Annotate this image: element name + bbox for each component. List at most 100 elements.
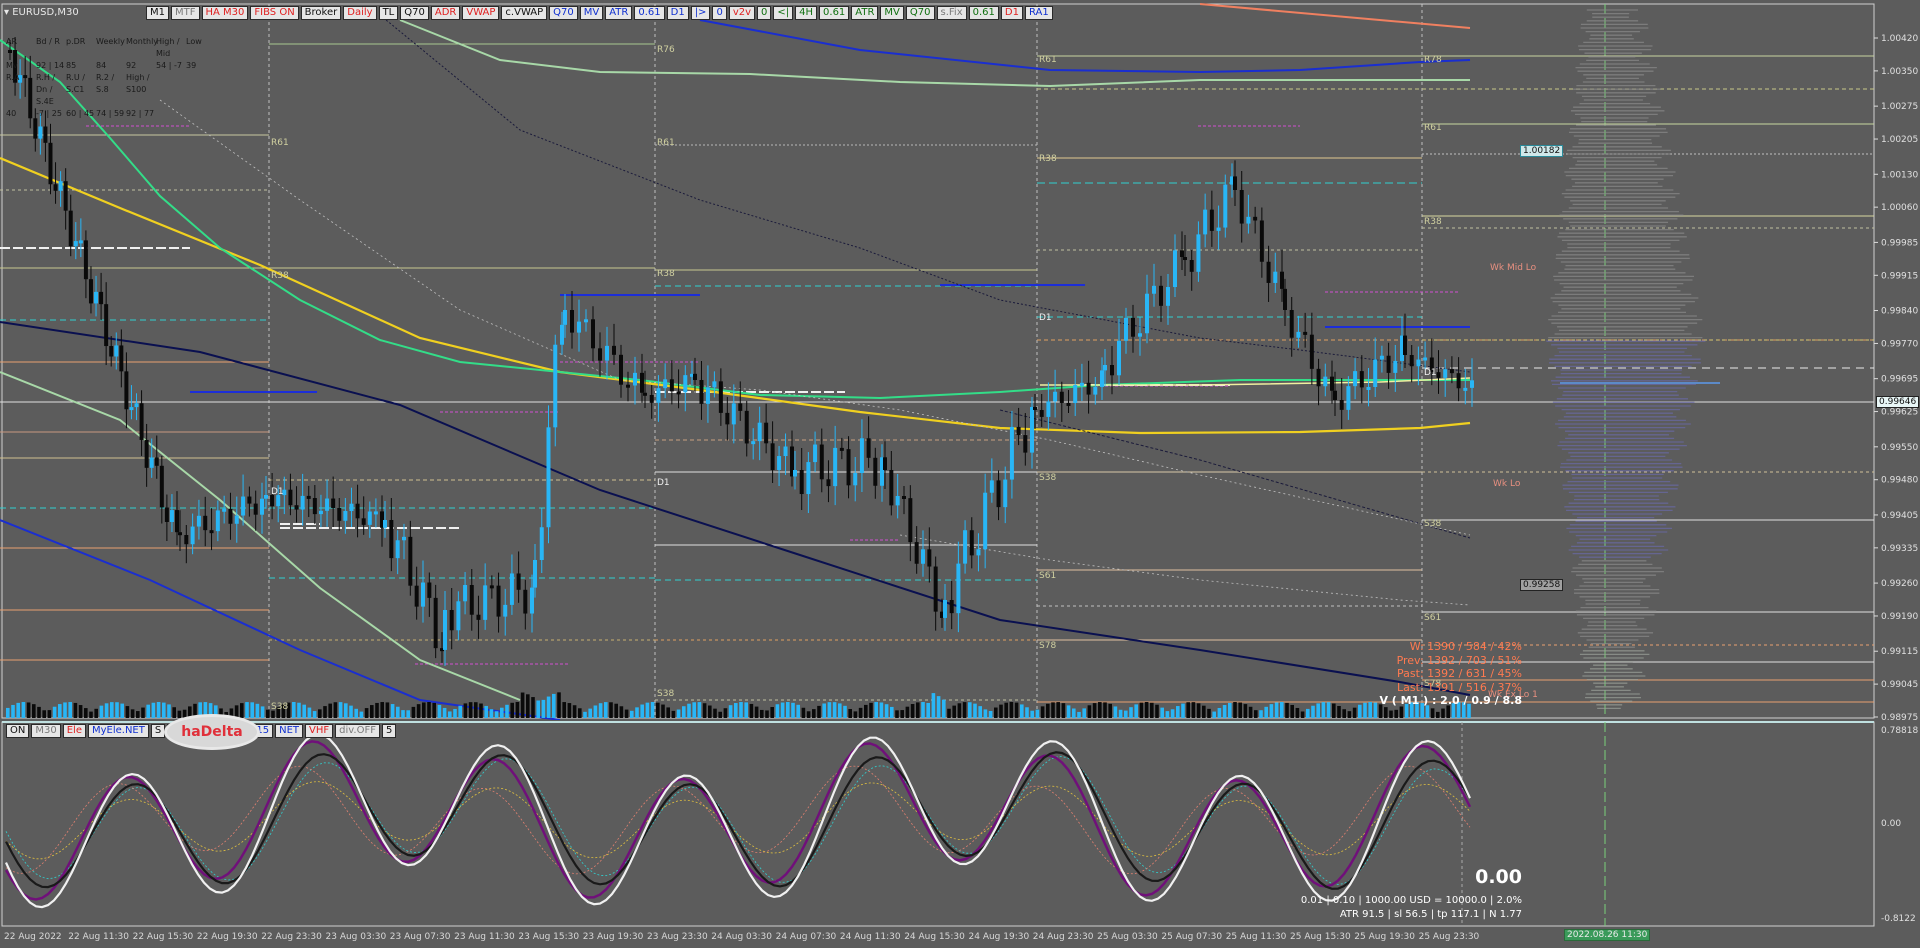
volume-bar (422, 702, 426, 718)
toolbar-top-button-27[interactable]: 0.61 (968, 6, 999, 20)
toolbar-top-button-0[interactable]: M1 (146, 6, 169, 20)
volume-bar (229, 708, 234, 718)
oscillator-chart[interactable]: 0.78818 0.00 -0.8122 (0, 720, 1920, 928)
toolbar-top-button-24[interactable]: MV (880, 6, 904, 20)
toolbar-bottom-button-11[interactable]: 5 (381, 724, 397, 738)
hadelta-badge[interactable]: haDelta (164, 714, 260, 750)
toolbar-top-button-17[interactable]: 0 (712, 6, 727, 20)
volume-bar (141, 707, 145, 718)
level-label-d1-c: D1 (1039, 313, 1052, 323)
bear-candle (996, 480, 1001, 508)
volume-bar (63, 702, 67, 718)
volume-bar (1410, 702, 1414, 718)
range-stats-row: 40 -7 | 25 60 | 45 74 | 59 92 | 77 (6, 108, 216, 120)
bull-candle (1443, 369, 1448, 378)
price-box-upper-value: 1.00182 (1523, 146, 1561, 156)
bear-candle (23, 75, 28, 79)
volume-bar (52, 706, 57, 718)
toolbar-bottom-button-2[interactable]: Ele (62, 724, 86, 738)
time-label: 24 Aug 11:30 (839, 932, 901, 942)
toolbar-top-button-25[interactable]: Q70 (905, 6, 935, 20)
toolbar-top-button-11[interactable]: Q70 (549, 6, 578, 20)
toolbar-top-button-7[interactable]: Q70 (400, 6, 429, 20)
bear-candle (744, 410, 749, 444)
toolbar-top-button-3[interactable]: FIBS ON (250, 6, 299, 20)
price-label: 0.98975 (1881, 713, 1918, 720)
volume-bar (177, 710, 182, 718)
bear-candle (643, 392, 647, 396)
bear-candle (228, 508, 233, 524)
bull-candle (129, 407, 134, 411)
toolbar-top-button-6[interactable]: TL (378, 6, 399, 20)
volume-bar (89, 711, 93, 718)
bear-candle (203, 515, 208, 531)
toolbar-top-button-15[interactable]: D1 (666, 6, 689, 20)
price-label: 0.99770 (1881, 339, 1918, 349)
toolbar-top-button-13[interactable]: ATR (605, 6, 633, 20)
toolbar-bottom-button-3[interactable]: MyEle.NET (87, 724, 149, 738)
volume-bar (182, 709, 187, 718)
bear-candle (1183, 257, 1187, 261)
volume-bar (1352, 707, 1357, 718)
toolbar-top-button-29[interactable]: RA1 (1024, 6, 1053, 20)
volume-bar (1238, 702, 1242, 718)
bull-candle (963, 530, 968, 564)
toolbar-top-button-26[interactable]: s.Fix (936, 6, 967, 20)
bear-candle (449, 610, 454, 631)
bear-candle (109, 346, 114, 357)
toolbar-top-button-19[interactable]: 0 (757, 6, 772, 20)
toolbar-top-button-2[interactable]: HA M30 (201, 6, 249, 20)
toolbar-top-button-9[interactable]: VWAP (462, 6, 500, 20)
time-label: 24 Aug 03:30 (711, 932, 772, 942)
level-label-s38-b: S38 (657, 689, 674, 699)
level-label-d1-b: D1 (657, 478, 670, 488)
dropdown-arrow-icon[interactable]: ▾ (4, 7, 10, 18)
toolbar-top-button-14[interactable]: 0.61 (634, 6, 665, 20)
volume-bar (687, 703, 691, 718)
bear-candle (414, 585, 419, 607)
volume-bar (588, 708, 592, 718)
range-stats-row: R.A R.H / Dn / S.4E R.U / S.C1 R.2 / S.8 Hig… (6, 72, 216, 108)
price-label: 1.00130 (1881, 170, 1918, 180)
toolbar-bottom-button-1[interactable]: M30 (31, 724, 61, 738)
toolbar-top-button-23[interactable]: ATR (851, 6, 879, 20)
toolbar-top-button-12[interactable]: MV (579, 6, 604, 20)
volume-bar (1358, 704, 1362, 718)
bull-candle (260, 498, 264, 515)
bear-candle (433, 597, 438, 649)
volume-bar (1207, 708, 1211, 718)
toolbar-bottom-button-9[interactable]: VHF (305, 724, 334, 738)
toolbar-top-button-18[interactable]: v2v (728, 6, 756, 20)
volume-bar (484, 705, 488, 718)
volume-bar (297, 702, 301, 718)
toolbar-top-button-10[interactable]: c.VWAP (501, 6, 548, 20)
toolbar-top-button-20[interactable]: <| (773, 6, 794, 20)
toolbar-top-button-5[interactable]: Daily (343, 6, 377, 20)
stats-last: Last: 1391 / 516 / 37% (1397, 680, 1522, 694)
sub-scale-label: 0.78818 (1881, 726, 1918, 736)
toolbar-top-button-21[interactable]: 4H (795, 6, 818, 20)
bull-candle (1273, 271, 1278, 283)
volume-bar (526, 694, 530, 718)
toolbar-bottom-button-10[interactable]: div.OFF (335, 724, 380, 738)
volume-bar (973, 703, 977, 718)
toolbar-bottom-button-0[interactable]: ON (6, 724, 30, 738)
volume-bar (546, 696, 551, 718)
blue-ma-line (0, 519, 561, 720)
toolbar-top-button-16[interactable]: |> (690, 6, 711, 20)
volume-bar (318, 709, 322, 718)
osc-purple-line (4, 740, 1472, 901)
toolbar-top-button-28[interactable]: D1 (1000, 6, 1023, 20)
price-chart[interactable]: R76 R61 R38 R61 R38 R61 R38 R78 R61 R38 D1 D1 D1 D1 S3… (0, 0, 1920, 720)
toolbar-top-button-8[interactable]: ADR (430, 6, 461, 20)
toolbar-top-button-22[interactable]: 0.61 (819, 6, 850, 20)
stats-volume: V ( M1 ) : 2.0 / 0.9 / 8.8 (1379, 694, 1522, 707)
toolbar-top-button-4[interactable]: Broker (300, 6, 342, 20)
time-label: 22 Aug 2022 (4, 932, 62, 942)
toolbar-top-button-1[interactable]: MTF (171, 6, 200, 20)
volume-bar (188, 706, 192, 718)
volume-bar (754, 706, 759, 718)
bear-candle (523, 589, 528, 614)
bear-candle (940, 611, 944, 618)
toolbar-bottom-button-8[interactable]: NET (275, 724, 304, 738)
